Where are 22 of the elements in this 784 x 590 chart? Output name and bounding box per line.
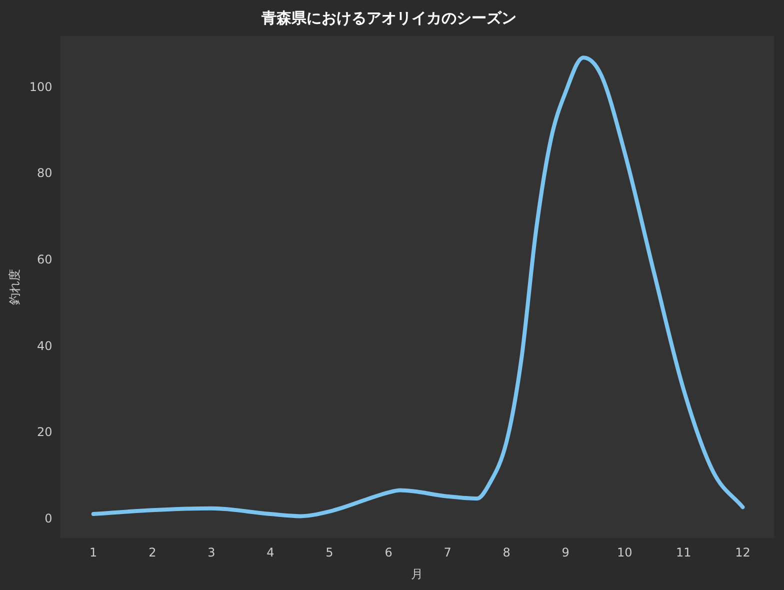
x-tick-label: 11 [676, 546, 692, 560]
y-tick-label: 60 [37, 252, 52, 266]
x-tick-label: 1 [90, 546, 98, 560]
y-tick-label: 40 [37, 338, 52, 353]
x-tick-label: 7 [444, 546, 452, 560]
y-tick-label: 100 [29, 80, 52, 94]
x-tick-label: 3 [208, 546, 216, 560]
line-series [91, 56, 745, 518]
x-tick-label: 8 [502, 546, 510, 560]
x-axis-title: 月 [411, 566, 424, 581]
x-tick-label: 6 [384, 546, 392, 560]
chart-title: 青森県におけるアオリイカのシーズン [260, 8, 516, 27]
x-tick-label: 2 [148, 546, 156, 560]
x-tick-label: 4 [266, 546, 274, 560]
x-tick-label: 12 [735, 546, 750, 560]
x-tick-label: 5 [326, 546, 334, 560]
x-tick-label: 10 [617, 546, 632, 560]
x-tick-label: 9 [562, 546, 570, 560]
y-tick-label: 0 [44, 511, 52, 526]
y-tick-label: 80 [37, 166, 52, 180]
y-axis-title: 釣れ度 [7, 269, 22, 306]
y-tick-label: 20 [37, 425, 52, 440]
